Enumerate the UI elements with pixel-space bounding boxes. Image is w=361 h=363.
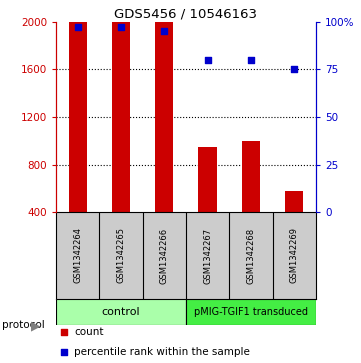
- Text: control: control: [102, 307, 140, 317]
- Text: GSM1342264: GSM1342264: [73, 228, 82, 284]
- Text: protocol: protocol: [2, 320, 44, 330]
- Point: [75, 25, 81, 30]
- Bar: [242, 141, 260, 212]
- Text: count: count: [74, 327, 104, 337]
- Text: percentile rank within the sample: percentile rank within the sample: [74, 347, 250, 357]
- Point: [248, 57, 254, 63]
- Text: GSM1342266: GSM1342266: [160, 228, 169, 284]
- Bar: [199, 147, 217, 212]
- Point: [118, 25, 124, 30]
- Title: GDS5456 / 10546163: GDS5456 / 10546163: [114, 8, 257, 21]
- Text: pMIG-TGIF1 transduced: pMIG-TGIF1 transduced: [194, 307, 308, 317]
- Point: [205, 57, 210, 63]
- Bar: [285, 191, 303, 212]
- Point: [161, 28, 167, 34]
- Text: GSM1342265: GSM1342265: [117, 228, 125, 284]
- Bar: [186, 299, 316, 325]
- Text: GSM1342267: GSM1342267: [203, 228, 212, 284]
- Bar: [56, 299, 186, 325]
- Point: [61, 349, 67, 355]
- Bar: [155, 22, 173, 212]
- Text: GSM1342269: GSM1342269: [290, 228, 299, 284]
- Text: ▶: ▶: [31, 319, 40, 332]
- Text: GSM1342268: GSM1342268: [247, 228, 255, 284]
- Point: [291, 66, 297, 72]
- Point: [61, 330, 67, 335]
- Bar: [69, 22, 87, 212]
- Bar: [112, 22, 130, 212]
